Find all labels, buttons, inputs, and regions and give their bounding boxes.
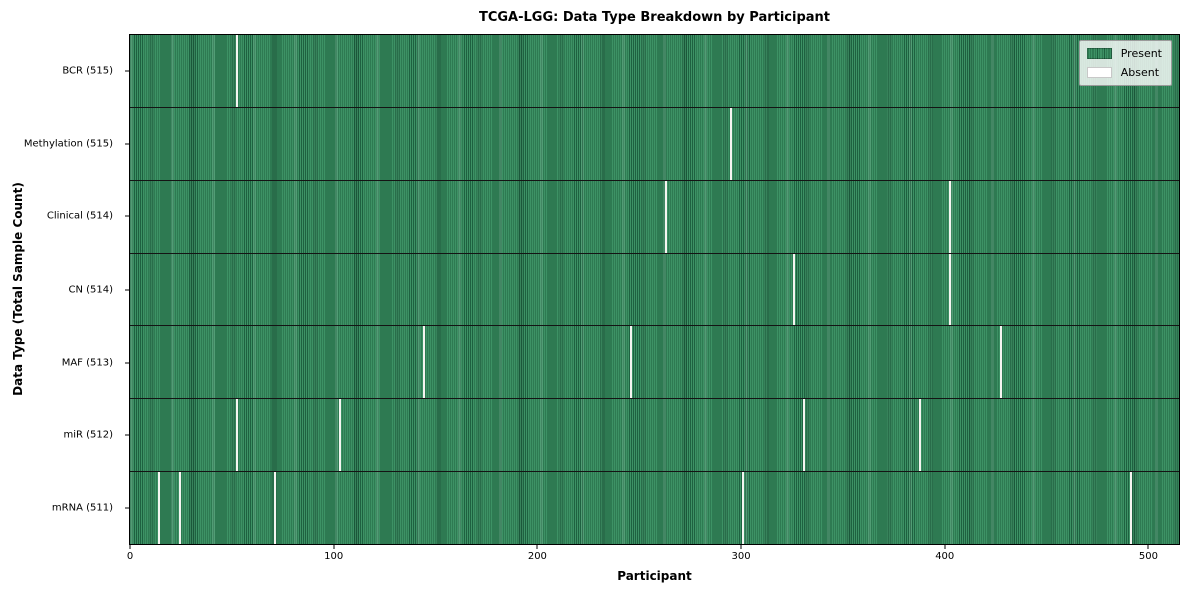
absent-gap: [274, 472, 277, 545]
legend-absent-label: Absent: [1120, 66, 1160, 79]
x-tick-mark: [129, 545, 131, 549]
heatmap-row-maf: [130, 325, 1179, 399]
x-tick-mark: [740, 545, 742, 549]
legend-absent-swatch: [1086, 67, 1112, 78]
y-tick-mark: [125, 289, 129, 290]
legend-present-label: Present: [1120, 47, 1162, 60]
absent-gap: [178, 472, 181, 545]
heatmap-row-bcr: [130, 35, 1179, 107]
absent-gap: [235, 399, 238, 472]
x-tick-marks: [129, 545, 1180, 549]
heatmap-row-mir: [130, 398, 1179, 472]
y-tick-mark: [125, 143, 129, 144]
y-tick-label: miR (512): [63, 429, 113, 441]
x-tick-mark: [944, 545, 946, 549]
absent-gap: [741, 472, 744, 545]
y-tick-labels: BCR (515) Methylation (515) Clinical (514)…: [0, 34, 121, 545]
y-tick-mark: [125, 70, 129, 71]
absent-gap: [630, 326, 633, 399]
y-tick-mark: [125, 362, 129, 363]
legend-item-present: Present: [1086, 47, 1162, 60]
x-tick-labels: 0 100 200 300 400 500: [126, 551, 1180, 564]
legend-item-absent: Absent: [1086, 66, 1162, 79]
absent-gap: [422, 326, 425, 399]
absent-gap: [1000, 326, 1003, 399]
y-tick-label: CN (514): [68, 284, 113, 295]
y-tick-label: BCR (515): [62, 65, 113, 76]
x-tick-label: 500: [1138, 551, 1158, 562]
y-tick-marks: [125, 34, 129, 545]
absent-gap: [792, 253, 795, 326]
x-tick-label: 0: [126, 551, 134, 562]
absent-gap: [802, 399, 805, 472]
absent-gap: [918, 399, 921, 472]
absent-gap: [339, 399, 342, 472]
y-tick-mark: [125, 215, 129, 217]
plot-area: Present Absent: [129, 34, 1180, 545]
absent-gap: [664, 180, 667, 253]
x-tick-mark: [333, 545, 335, 549]
legend: Present Absent: [1078, 40, 1172, 86]
absent-gap: [235, 35, 238, 107]
heatmap-row-cn: [130, 252, 1179, 326]
y-tick-mark: [125, 434, 129, 436]
y-tick-mark: [125, 507, 129, 509]
x-tick-label: 400: [935, 551, 955, 562]
heatmap-row-methylation: [130, 106, 1179, 180]
x-tick-label: 100: [324, 551, 344, 562]
legend-present-swatch: [1086, 48, 1112, 59]
y-tick-label: Methylation (515): [23, 138, 113, 149]
absent-gap: [729, 107, 732, 180]
absent-gap: [949, 180, 952, 253]
x-tick-label: 200: [527, 551, 547, 562]
x-tick-mark: [536, 545, 538, 549]
absent-gap: [949, 253, 952, 326]
y-tick-label: mRNA (511): [51, 502, 113, 514]
absent-gap: [1130, 472, 1133, 545]
x-tick-label: 300: [731, 551, 751, 562]
y-tick-label: MAF (513): [61, 357, 113, 368]
y-tick-label: Clinical (514): [46, 210, 113, 222]
chart-title: TCGA-LGG: Data Type Breakdown by Partici…: [478, 10, 831, 25]
heatmap-row-mrna: [130, 471, 1179, 545]
heatmap-row-clinical: [130, 179, 1179, 253]
x-tick-mark: [1147, 545, 1149, 549]
absent-gap: [158, 472, 161, 545]
x-axis-title: Participant: [617, 569, 692, 583]
